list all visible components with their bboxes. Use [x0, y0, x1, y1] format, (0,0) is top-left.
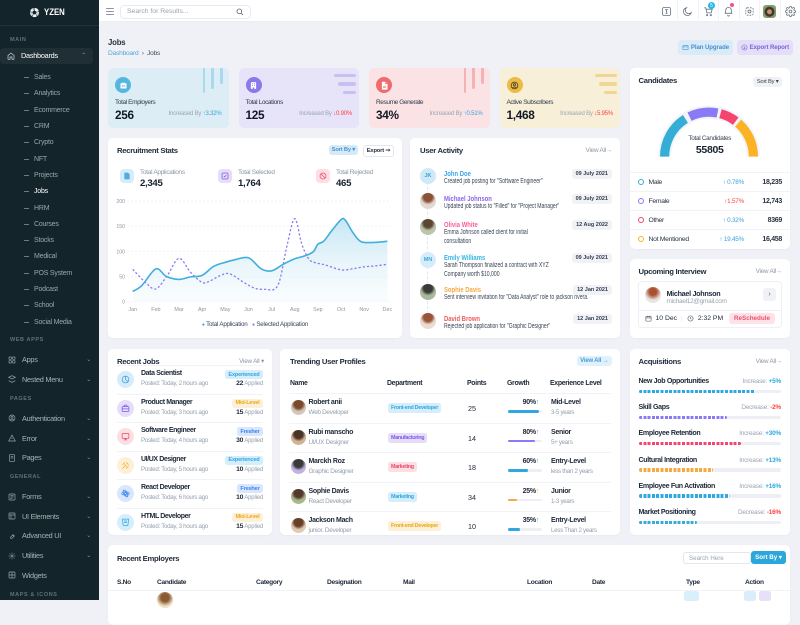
svg-text:Sep: Sep	[313, 307, 323, 313]
svg-text:Feb: Feb	[151, 307, 160, 313]
svg-text:Aug: Aug	[290, 307, 300, 313]
svg-text:Mar: Mar	[174, 307, 183, 313]
svg-text:100: 100	[116, 249, 125, 255]
svg-text:50: 50	[119, 274, 125, 280]
svg-text:Oct: Oct	[337, 307, 346, 313]
svg-text:Jun: Jun	[244, 307, 253, 313]
svg-text:Jan: Jan	[128, 307, 137, 313]
svg-text:Jul: Jul	[268, 307, 275, 313]
svg-text:200: 200	[116, 199, 125, 205]
svg-text:Nov: Nov	[359, 307, 369, 313]
svg-text:0: 0	[122, 300, 125, 306]
svg-text:150: 150	[116, 224, 125, 230]
svg-text:Dec: Dec	[383, 307, 393, 313]
svg-text:May: May	[220, 307, 230, 313]
svg-text:Apr: Apr	[198, 307, 207, 313]
